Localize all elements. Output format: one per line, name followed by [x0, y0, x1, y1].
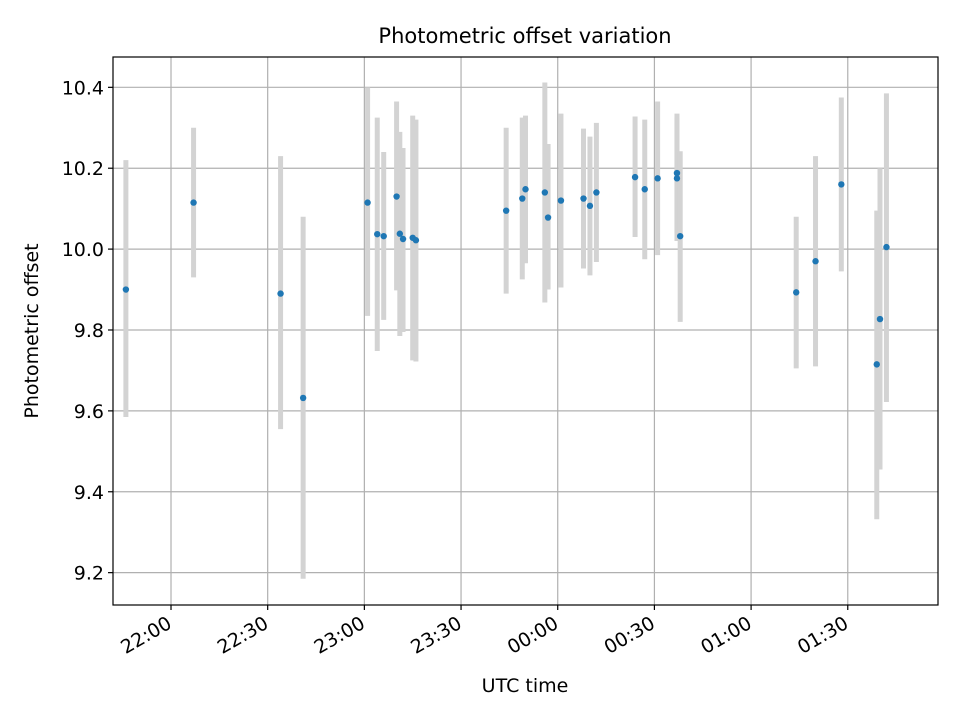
- y-tick-label: 10.4: [62, 77, 104, 99]
- data-point: [793, 289, 800, 296]
- y-tick-label: 9.8: [74, 320, 104, 342]
- data-point: [641, 186, 648, 193]
- data-point: [544, 214, 552, 221]
- data-point: [631, 173, 639, 181]
- data-point: [883, 243, 890, 251]
- data-point: [673, 175, 681, 182]
- data-point: [380, 232, 387, 240]
- data-point: [812, 258, 819, 265]
- data-point: [522, 186, 529, 193]
- y-tick-label: 9.4: [74, 482, 104, 504]
- chart-title: Photometric offset variation: [378, 24, 671, 48]
- y-tick-label: 9.2: [74, 563, 104, 585]
- data-point: [190, 199, 197, 206]
- data-point: [557, 197, 565, 204]
- data-point: [374, 230, 381, 238]
- data-point: [593, 189, 600, 196]
- y-axis-label: Photometric offset: [21, 243, 43, 418]
- plot-area-frame: [112, 56, 939, 606]
- y-tick-label: 9.6: [74, 401, 104, 423]
- data-point: [277, 290, 284, 297]
- data-point: [412, 237, 420, 244]
- data-point: [299, 394, 307, 402]
- data-point: [122, 286, 130, 293]
- y-tick-label: 10.0: [62, 239, 104, 261]
- data-point: [838, 181, 845, 188]
- data-point: [393, 193, 400, 200]
- data-point: [399, 235, 407, 243]
- data-point: [396, 230, 404, 237]
- data-point: [519, 195, 526, 202]
- data-point: [586, 202, 594, 210]
- y-axis: 9.2 9.4 9.6 9.8 10.0 10.2 10.4: [62, 77, 113, 585]
- data-point: [676, 232, 684, 240]
- x-axis-label: UTC time: [482, 675, 569, 697]
- data-point: [673, 169, 681, 177]
- y-tick-label: 10.2: [62, 158, 104, 180]
- data-point: [502, 207, 510, 214]
- data-point: [364, 199, 371, 206]
- data-point: [873, 361, 880, 368]
- data-point: [541, 189, 549, 196]
- data-points: [122, 169, 890, 402]
- data-point: [580, 195, 587, 202]
- data-point: [876, 315, 884, 323]
- data-point: [654, 175, 661, 182]
